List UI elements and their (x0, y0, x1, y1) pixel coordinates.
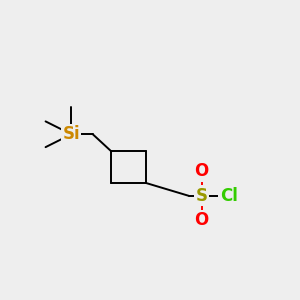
Text: O: O (194, 211, 208, 229)
Text: S: S (196, 187, 208, 205)
Text: O: O (194, 163, 208, 181)
Text: Cl: Cl (220, 187, 238, 205)
Text: Si: Si (62, 125, 80, 143)
